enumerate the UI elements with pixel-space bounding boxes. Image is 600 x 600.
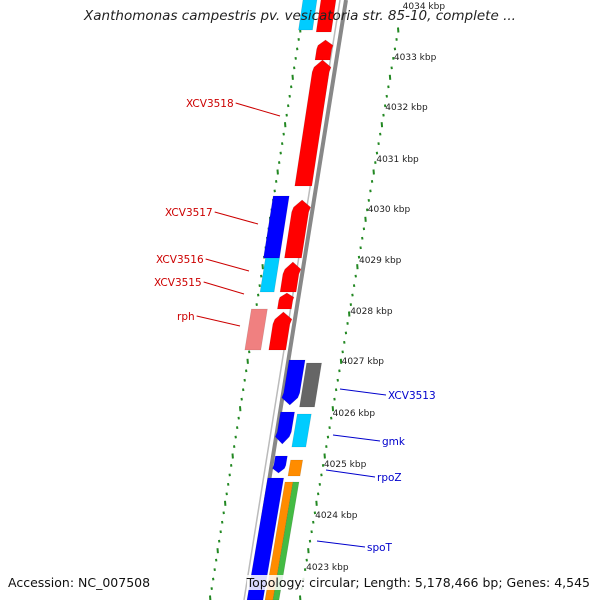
reverse-gene-arrow[interactable]: [274, 411, 295, 445]
scale-label-4034-kbp: 4034 kbp: [403, 2, 446, 12]
accession-text: Accession: NC_007508: [8, 575, 151, 590]
reverse-gene-arrow[interactable]: [281, 359, 306, 406]
reverse-gene-arrow[interactable]: [291, 413, 312, 448]
scale-label-4030-kbp: 4030 kbp: [368, 205, 411, 215]
scale-label-4026-kbp: 4026 kbp: [333, 409, 376, 419]
scale-label-4033-kbp: 4033 kbp: [394, 53, 437, 63]
gene-label-xcv3515[interactable]: XCV3515: [154, 277, 202, 289]
topology-text: Topology: circular; Length: 5,178,466 bp…: [246, 575, 590, 590]
gene-label-leader: [214, 211, 259, 225]
reverse-gene-arrow[interactable]: [272, 481, 300, 600]
forward-gene-arrow[interactable]: [284, 199, 311, 259]
gene-label-leader: [196, 315, 241, 327]
gene-label-leader: [316, 540, 366, 548]
forward-gene-arrow[interactable]: [315, 0, 337, 33]
scale-label-4031-kbp: 4031 kbp: [376, 155, 419, 165]
gene-label-leader: [205, 258, 250, 272]
gene-label-leader: [332, 434, 381, 442]
scale-label-4025-kbp: 4025 kbp: [324, 460, 367, 470]
gene-label-rph[interactable]: rph: [177, 311, 195, 323]
forward-gene-arrow[interactable]: [279, 261, 302, 293]
forward-gene-arrow[interactable]: [294, 59, 332, 187]
gene-label-leader: [203, 281, 245, 295]
forward-gene-arrow[interactable]: [277, 292, 295, 310]
scale-label-4027-kbp: 4027 kbp: [342, 357, 385, 367]
gene-label-spot[interactable]: spoT: [367, 542, 393, 554]
gene-arrow[interactable]: [259, 257, 280, 293]
gene-label-xcv3517[interactable]: XCV3517: [165, 207, 213, 219]
reverse-gene-arrow[interactable]: [299, 362, 322, 408]
gene-label-xcv3518[interactable]: XCV3518: [186, 98, 234, 110]
forward-gene-arrow[interactable]: [268, 311, 293, 351]
reverse-gene-arrow[interactable]: [272, 455, 288, 474]
scale-label-4024-kbp: 4024 kbp: [315, 511, 358, 521]
map-title: Xanthomonas campestris pv. vesicatoria s…: [84, 8, 516, 24]
scale-label-4032-kbp: 4032 kbp: [385, 103, 428, 113]
gene-label-xcv3516[interactable]: XCV3516: [156, 254, 204, 266]
gene-label-gmk[interactable]: gmk: [382, 436, 406, 448]
scale-label-4029-kbp: 4029 kbp: [359, 256, 402, 266]
reverse-gene-arrow[interactable]: [264, 481, 294, 600]
gene-label-leader: [325, 469, 376, 478]
gene-label-xcv3513[interactable]: XCV3513: [388, 390, 436, 402]
scale-label-4028-kbp: 4028 kbp: [350, 307, 393, 317]
gene-arrow[interactable]: [244, 308, 268, 351]
gene-label-leader: [339, 388, 387, 396]
gene-arrow[interactable]: [298, 0, 318, 31]
forward-gene-arrow[interactable]: [314, 39, 334, 61]
scale-label-4023-kbp: 4023 kbp: [306, 563, 349, 573]
gene-label-rpoz[interactable]: rpoZ: [377, 472, 402, 484]
reverse-gene-arrow[interactable]: [287, 459, 304, 477]
gene-label-leader: [235, 102, 281, 117]
gene-arrow[interactable]: [263, 195, 290, 259]
reverse-gene-arrow[interactable]: [246, 477, 285, 600]
